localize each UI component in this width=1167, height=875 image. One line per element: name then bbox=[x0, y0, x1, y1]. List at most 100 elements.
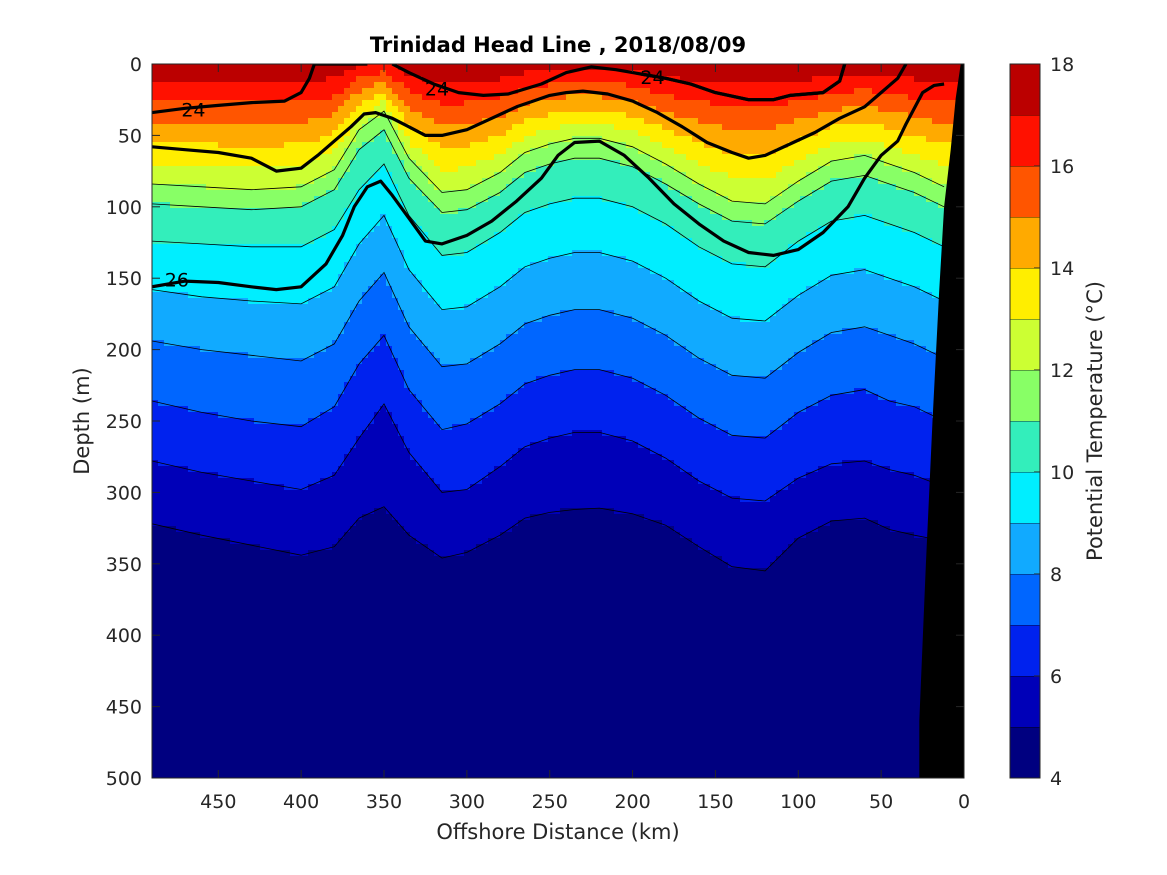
temperature-cell bbox=[254, 82, 261, 89]
temperature-cell bbox=[194, 256, 201, 263]
temperature-cell bbox=[296, 208, 303, 215]
temperature-cell bbox=[662, 88, 669, 95]
temperature-cell bbox=[794, 256, 801, 263]
temperature-cell bbox=[836, 256, 843, 263]
temperature-cell bbox=[434, 118, 441, 125]
temperature-cell bbox=[656, 220, 663, 227]
temperature-cell bbox=[806, 88, 813, 95]
temperature-cell bbox=[728, 100, 735, 107]
temperature-cell bbox=[212, 262, 219, 269]
temperature-cell bbox=[326, 268, 333, 275]
temperature-cell bbox=[494, 88, 501, 95]
temperature-cell bbox=[914, 112, 921, 119]
temperature-cell bbox=[512, 94, 519, 101]
temperature-cell bbox=[374, 160, 381, 167]
temperature-cell bbox=[170, 184, 177, 191]
temperature-cell bbox=[890, 88, 897, 95]
temperature-cell bbox=[446, 100, 453, 107]
temperature-cell bbox=[572, 136, 579, 143]
temperature-cell bbox=[950, 70, 957, 77]
temperature-cell bbox=[890, 256, 897, 263]
temperature-cell bbox=[704, 64, 711, 71]
temperature-cell bbox=[536, 208, 543, 215]
temperature-cell bbox=[536, 106, 543, 113]
temperature-cell bbox=[242, 226, 249, 233]
temperature-cell bbox=[536, 250, 543, 257]
temperature-cell bbox=[830, 64, 837, 71]
temperature-cell bbox=[290, 100, 297, 107]
temperature-cell bbox=[272, 208, 279, 215]
temperature-cell bbox=[440, 124, 447, 131]
temperature-cell bbox=[842, 220, 849, 227]
temperature-cell bbox=[812, 112, 819, 119]
temperature-cell bbox=[314, 160, 321, 167]
temperature-cell bbox=[602, 172, 609, 179]
temperature-cell bbox=[542, 64, 549, 71]
temperature-cell bbox=[782, 226, 789, 233]
temperature-cell bbox=[560, 244, 567, 251]
temperature-cell bbox=[152, 118, 159, 125]
temperature-cell bbox=[902, 184, 909, 191]
temperature-cell bbox=[560, 238, 567, 245]
temperature-cell bbox=[896, 238, 903, 245]
temperature-cell bbox=[614, 130, 621, 137]
temperature-cell bbox=[416, 88, 423, 95]
temperature-cell bbox=[518, 220, 525, 227]
temperature-cell bbox=[578, 112, 585, 119]
temperature-cell bbox=[290, 70, 297, 77]
temperature-cell bbox=[260, 172, 267, 179]
temperature-cell bbox=[338, 184, 345, 191]
temperature-cell bbox=[314, 232, 321, 239]
temperature-cell bbox=[860, 70, 867, 77]
temperature-cell bbox=[692, 202, 699, 209]
temperature-cell bbox=[512, 256, 519, 263]
temperature-cell bbox=[500, 238, 507, 245]
temperature-cell bbox=[440, 136, 447, 143]
temperature-cell bbox=[524, 196, 531, 203]
temperature-cell bbox=[650, 244, 657, 251]
temperature-cell bbox=[542, 82, 549, 89]
temperature-cell bbox=[464, 208, 471, 215]
temperature-cell bbox=[908, 142, 915, 149]
temperature-cell bbox=[392, 130, 399, 137]
temperature-cell bbox=[842, 106, 849, 113]
temperature-cell bbox=[650, 202, 657, 209]
temperature-cell bbox=[926, 82, 933, 89]
temperature-cell bbox=[620, 100, 627, 107]
temperature-cell bbox=[740, 184, 747, 191]
temperature-cell bbox=[476, 88, 483, 95]
temperature-cell bbox=[812, 214, 819, 221]
temperature-cell bbox=[386, 154, 393, 161]
temperature-cell bbox=[668, 202, 675, 209]
temperature-cell bbox=[530, 214, 537, 221]
temperature-cell bbox=[374, 136, 381, 143]
temperature-cell bbox=[176, 88, 183, 95]
temperature-cell bbox=[260, 70, 267, 77]
temperature-cell bbox=[836, 238, 843, 245]
temperature-cell bbox=[644, 118, 651, 125]
temperature-cell bbox=[548, 148, 555, 155]
temperature-cell bbox=[794, 190, 801, 197]
temperature-cell bbox=[272, 226, 279, 233]
temperature-cell bbox=[548, 82, 555, 89]
temperature-cell bbox=[380, 232, 387, 239]
temperature-cell bbox=[866, 148, 873, 155]
temperature-cell bbox=[722, 178, 729, 185]
temperature-cell bbox=[722, 190, 729, 197]
temperature-cell bbox=[584, 244, 591, 251]
temperature-cell bbox=[866, 88, 873, 95]
temperature-cell bbox=[614, 106, 621, 113]
chart-title: Trinidad Head Line , 2018/08/09 bbox=[370, 33, 746, 57]
temperature-cell bbox=[608, 76, 615, 83]
temperature-cell bbox=[512, 130, 519, 137]
temperature-cell bbox=[806, 190, 813, 197]
temperature-cell bbox=[620, 256, 627, 263]
temperature-cell bbox=[542, 280, 549, 287]
temperature-cell bbox=[758, 70, 765, 77]
temperature-cell bbox=[320, 76, 327, 83]
temperature-cell bbox=[164, 148, 171, 155]
temperature-cell bbox=[776, 88, 783, 95]
temperature-cell bbox=[368, 280, 375, 287]
temperature-cell bbox=[422, 136, 429, 143]
temperature-cell bbox=[752, 100, 759, 107]
